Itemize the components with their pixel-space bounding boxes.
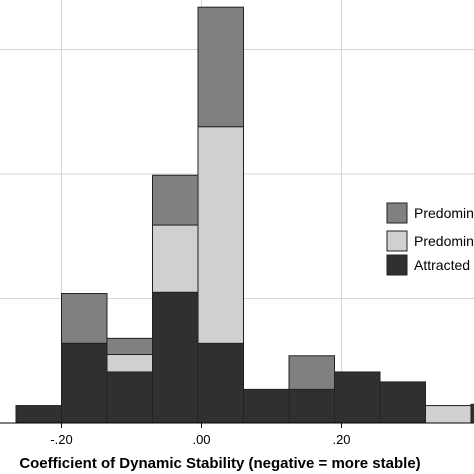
x-tick-label: .20 (332, 432, 350, 447)
legend-label: Predomin (414, 233, 474, 249)
legend-swatch (386, 254, 408, 276)
bar-segment (288, 388, 335, 424)
bars-layer (15, 6, 474, 424)
x-axis: -.20 .00 .20 (0, 422, 474, 447)
bar-segment (197, 6, 244, 128)
bar-segment (106, 371, 153, 424)
bar-segment (106, 354, 153, 373)
bar-segment (243, 388, 290, 424)
bar-segment (106, 337, 153, 356)
legend-swatch (386, 230, 408, 252)
bar-segment (197, 342, 244, 424)
legend-label: Predomin (414, 205, 474, 221)
bar-segment (334, 371, 381, 424)
bar-segment (197, 126, 244, 344)
bar-segment (152, 224, 199, 293)
legend-label: Attracted (414, 257, 470, 273)
bar-segment (15, 405, 62, 424)
bar-segment (152, 174, 199, 226)
bar-segment (61, 342, 108, 424)
bar-segment (288, 355, 335, 390)
bar-segment (425, 405, 472, 424)
bar-segment (152, 291, 199, 424)
bar-segment (61, 293, 108, 344)
legend: Predomin Predomin Attracted (380, 194, 474, 278)
bar-segment (379, 381, 426, 424)
x-tick-label: -.20 (50, 432, 72, 447)
bar-segment (470, 403, 474, 424)
x-tick-label: .00 (192, 432, 210, 447)
legend-swatch (386, 202, 408, 224)
x-axis-title: Coefficient of Dynamic Stability (negati… (19, 455, 420, 472)
